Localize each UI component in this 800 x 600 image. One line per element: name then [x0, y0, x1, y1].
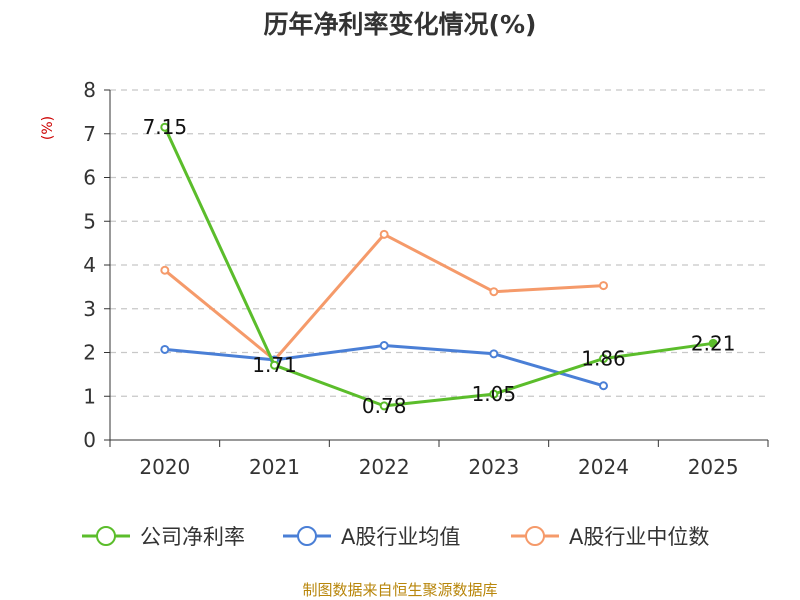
- data-point[interactable]: [379, 229, 389, 239]
- data-label: 0.78: [362, 394, 407, 418]
- y-tick-label: 7: [83, 122, 96, 146]
- x-tick-label: 2025: [688, 455, 739, 479]
- y-axis-unit: (%): [40, 116, 56, 140]
- x-tick-label: 2020: [139, 455, 190, 479]
- data-point[interactable]: [489, 349, 499, 359]
- x-tick-label: 2021: [249, 455, 300, 479]
- data-point[interactable]: [599, 381, 608, 391]
- data-point[interactable]: [708, 338, 718, 348]
- y-tick-label: 5: [83, 209, 96, 233]
- data-point[interactable]: [160, 344, 170, 354]
- data-point[interactable]: [379, 341, 389, 350]
- y-tick-label: 0: [83, 428, 96, 452]
- x-tick-label: 2024: [578, 455, 629, 479]
- data-label: 1.86: [581, 347, 626, 371]
- legend-label: 公司净利率: [140, 525, 245, 549]
- y-tick-label: 3: [83, 297, 96, 321]
- y-tick-label: 8: [83, 78, 96, 102]
- axes: 0 1 2 3 4 5 6 7 8 2020 2021 2022 2023 2024 2025: [83, 78, 769, 479]
- data-point[interactable]: [599, 354, 608, 364]
- legend-marker: [96, 526, 116, 546]
- y-tick-label: 1: [83, 384, 96, 408]
- data-point[interactable]: [379, 401, 389, 411]
- legend-item-2[interactable]: A股行业中位数: [511, 525, 709, 549]
- series-line-0: [163, 126, 714, 408]
- y-tick-label: 6: [83, 166, 96, 190]
- x-tick-label: 2023: [468, 455, 519, 479]
- legend-marker: [525, 526, 545, 546]
- legend-label: A股行业中位数: [569, 525, 709, 549]
- chart-title: 历年净利率变化情况(%): [264, 10, 537, 39]
- data-label: 7.15: [143, 115, 188, 139]
- legend-label: A股行业均值: [341, 525, 460, 549]
- data-point[interactable]: [599, 281, 608, 291]
- data-point[interactable]: [160, 122, 170, 132]
- data-labels: 7.15 1.71 0.78 1.05 1.86 2.21: [143, 115, 736, 418]
- data-point[interactable]: [160, 265, 170, 275]
- y-tick-label: 4: [83, 253, 96, 277]
- legend[interactable]: 公司净利率 A股行业均值 A股行业中位数: [82, 525, 709, 549]
- data-point[interactable]: [270, 360, 279, 370]
- legend-marker: [297, 526, 317, 546]
- legend-item-1[interactable]: A股行业均值: [283, 525, 460, 549]
- y-tick-label: 2: [83, 341, 96, 365]
- data-label: 1.71: [252, 353, 297, 377]
- data-point[interactable]: [489, 389, 499, 399]
- legend-item-0[interactable]: 公司净利率: [82, 525, 245, 549]
- data-label: 2.21: [691, 331, 736, 355]
- source-note: 制图数据来自恒生聚源数据库: [302, 581, 497, 599]
- data-point[interactable]: [489, 287, 499, 297]
- data-label: 1.05: [472, 382, 517, 406]
- series-group: [160, 122, 718, 411]
- x-tick-label: 2022: [359, 455, 410, 479]
